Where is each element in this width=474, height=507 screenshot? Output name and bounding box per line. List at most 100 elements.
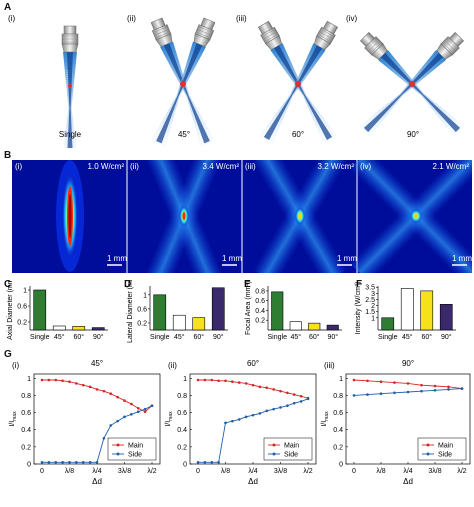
line-point-Side-G(i) xyxy=(116,419,119,423)
line-point-Side-G(iii) xyxy=(393,391,396,395)
line-yticklabel-G(i): 0.2 xyxy=(21,444,31,451)
panel-a-caption-single: Single xyxy=(59,130,82,139)
line-title-G(iii): 90° xyxy=(402,359,414,368)
bar-C-45° xyxy=(52,325,66,331)
line-xticklabel-G(i): λ/8 xyxy=(65,468,74,475)
heatmap-intensity-i: 1.0 W/cm² xyxy=(88,162,125,171)
line-point-Side-G(ii) xyxy=(231,419,234,423)
bar-chart-D: Lateral Diameter (mm) 0.2 0.6 1 Single 45° 60°… xyxy=(127,280,228,343)
bar-xlabel-D: 45° xyxy=(174,333,185,341)
transducer-single: (i) Single xyxy=(8,14,82,148)
line-point-Side-G(ii) xyxy=(299,400,303,403)
line-point-Main-G(iii) xyxy=(352,378,356,382)
line-xticklabel-G(ii): λ/8 xyxy=(221,468,230,475)
line-yticklabel-G(ii): 0.2 xyxy=(177,444,187,451)
line-point-Side-G(i) xyxy=(102,436,106,440)
line-xticklabel-G(i): λ/4 xyxy=(92,468,101,475)
line-series-Main-G(i) xyxy=(42,379,153,413)
scale-label-iv: 1 mm xyxy=(452,254,472,263)
line-point-Side-G(i) xyxy=(75,460,78,464)
bar-yticklabel-E: 0.4 xyxy=(255,308,265,315)
line-sub-G(iii): (iii) xyxy=(324,361,335,370)
bar-xlabel-D: 90° xyxy=(213,333,224,341)
bar-yticklabel-E: 0.6 xyxy=(255,298,265,305)
bar-chart-F: Intensity (W/cm²) 11.522.533.5 Single 45° 60… xyxy=(355,282,456,341)
line-point-Main-G(ii) xyxy=(265,386,269,390)
line-point-Side-G(i) xyxy=(68,460,71,464)
bar-xlabel-E: 60° xyxy=(309,333,320,341)
line-point-Main-G(ii) xyxy=(272,388,275,391)
line-point-Side-G(ii) xyxy=(265,409,269,413)
line-point-Main-G(ii) xyxy=(279,389,282,393)
line-point-Side-G(iii) xyxy=(379,392,383,396)
bar-E-Single xyxy=(271,291,284,331)
legend-label-Side: Side xyxy=(128,452,142,459)
line-xticklabel-G(i): 0 xyxy=(40,468,44,475)
line-point-Side-G(ii) xyxy=(217,460,220,464)
bar-yticklabel-C: 0.2 xyxy=(17,320,27,327)
bar-D-90° xyxy=(211,287,225,331)
line-point-Side-G(ii) xyxy=(279,406,282,409)
line-yticklabel-G(iii): 0.4 xyxy=(333,427,343,434)
line-yticklabel-G(ii): 0 xyxy=(183,462,187,469)
line-point-Main-G(i) xyxy=(116,395,119,399)
line-point-Main-G(iii) xyxy=(420,383,423,387)
line-yticklabel-G(iii): 0 xyxy=(339,462,343,469)
legend-marker-Main xyxy=(272,443,276,447)
panel-f-label: F xyxy=(356,279,363,290)
line-point-Side-G(ii) xyxy=(196,460,200,464)
line-point-Side-G(ii) xyxy=(237,418,241,421)
bar-E-60° xyxy=(308,322,321,331)
line-xlabel-G(i): Δd xyxy=(92,477,102,486)
bar-yticklabel-C: 1 xyxy=(23,288,27,295)
line-xticklabel-G(ii): 3λ/8 xyxy=(274,468,287,475)
line-ylabel-G(i): I/Imax xyxy=(9,411,18,427)
line-point-Main-G(iii) xyxy=(379,380,383,384)
line-point-Side-G(iii) xyxy=(406,390,410,394)
line-point-Side-G(i) xyxy=(88,460,92,464)
panel-a-caption-90: 90° xyxy=(407,130,419,139)
line-point-Side-G(iii) xyxy=(447,388,450,391)
panel-a-sub-iv: (iv) xyxy=(346,14,357,23)
bar-D-60° xyxy=(192,317,206,331)
bar-xlabel-F: 90° xyxy=(441,333,452,341)
panel-d-label: D xyxy=(124,279,132,290)
panel-a-sub-ii: (ii) xyxy=(127,14,136,23)
line-xticklabel-G(iii): λ/8 xyxy=(376,468,385,475)
heatmap-sub-i: (i) xyxy=(15,162,22,171)
line-point-Side-G(i) xyxy=(136,410,140,414)
line-yticklabel-G(ii): 0.8 xyxy=(177,393,187,400)
line-yticklabel-G(i): 0.8 xyxy=(21,393,31,400)
transducer-60: (iii) 60° xyxy=(236,14,340,145)
line-point-Side-G(ii) xyxy=(292,401,296,405)
line-legend-G(ii) xyxy=(263,437,313,461)
bar-xlabel-E: Single xyxy=(268,334,288,341)
line-xticklabel-G(iii): λ/2 xyxy=(457,468,466,475)
line-xticklabel-G(ii): λ/4 xyxy=(248,468,257,475)
line-title-G(ii): 60° xyxy=(247,359,259,368)
panel-b-label: B xyxy=(4,150,12,161)
line-point-Main-G(ii) xyxy=(251,383,255,387)
line-point-Main-G(i) xyxy=(102,389,106,393)
panel-e-label: E xyxy=(244,279,251,290)
bar-yticklabel-F: 2.5 xyxy=(365,297,375,304)
line-point-Main-G(ii) xyxy=(237,381,241,384)
line-point-Main-G(i) xyxy=(54,378,58,382)
line-point-Main-G(i) xyxy=(68,380,71,384)
bar-xlabel-C: 60° xyxy=(73,333,84,341)
panel-a-sub-iii: (iii) xyxy=(236,14,247,23)
bar-yticklabel-F: 3.5 xyxy=(365,285,375,292)
bar-yticklabel-E: 0.8 xyxy=(255,288,265,295)
bar-ylabel-F: Intensity (W/cm²) xyxy=(355,282,362,335)
line-xticklabel-G(i): 3λ/8 xyxy=(118,468,131,475)
line-point-Main-G(ii) xyxy=(292,393,296,396)
line-point-Main-G(ii) xyxy=(231,380,234,384)
legend-label-Main: Main xyxy=(128,443,143,450)
bar-ylabel-C: Axial Diameter (mm) xyxy=(7,280,14,340)
heatmap-single xyxy=(56,160,84,272)
line-xticklabel-G(iii): 0 xyxy=(352,468,356,475)
panel-a-sub-i: (i) xyxy=(8,14,15,23)
bar-E-90° xyxy=(326,324,339,331)
bar-xlabel-F: 60° xyxy=(421,333,432,341)
bar-F-Single xyxy=(381,317,395,331)
